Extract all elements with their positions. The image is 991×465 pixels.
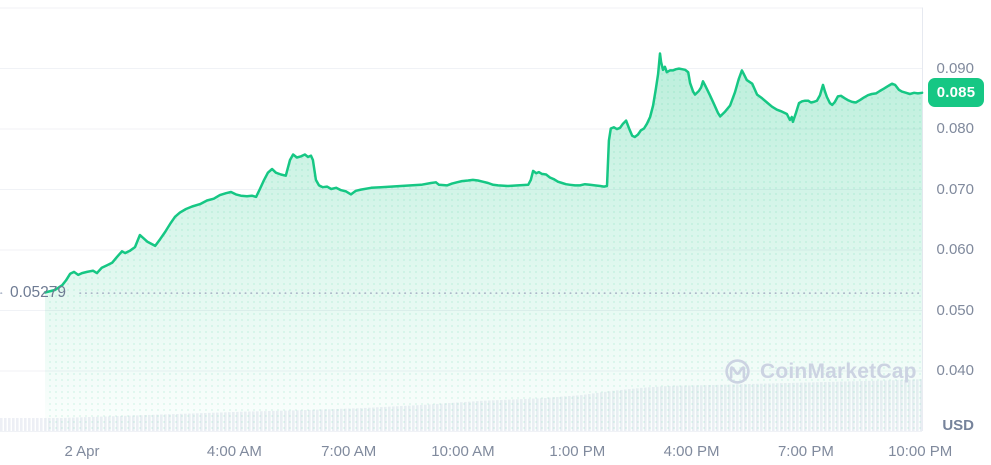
current-price-badge: 0.085 [928,78,984,108]
coinmarketcap-watermark: CoinMarketCap [724,358,917,385]
price-line [43,52,924,294]
watermark-text: CoinMarketCap [760,359,917,383]
open-price-label: 0.05279 [10,284,67,302]
price-area-fill [45,53,923,431]
coinmarketcap-logo-icon [725,359,750,384]
